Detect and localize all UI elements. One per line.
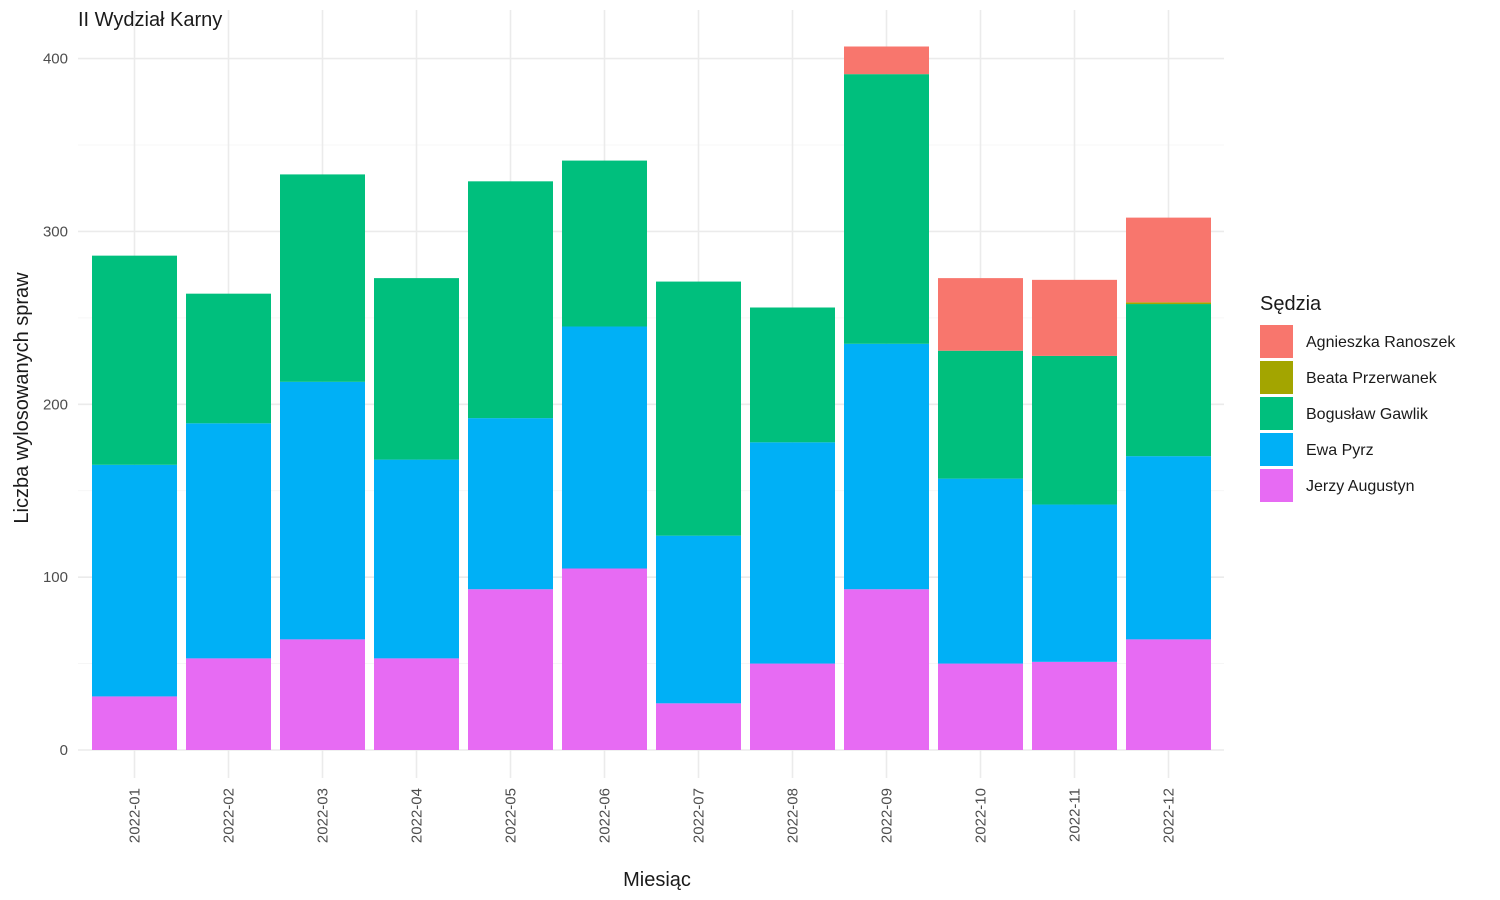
- bar-segment: [186, 658, 271, 750]
- bar-segment: [186, 293, 271, 424]
- bar-segment: [750, 663, 835, 750]
- x-tick-label: 2022-03: [315, 788, 332, 843]
- x-tick-label: 2022-07: [691, 788, 708, 843]
- bar-segment: [1032, 355, 1117, 505]
- bar-segment: [1126, 456, 1211, 640]
- bar-segment: [844, 74, 929, 344]
- bar-segment: [468, 181, 553, 419]
- bar-segment: [938, 278, 1023, 351]
- x-tick-label: 2022-06: [597, 788, 614, 843]
- bar-segment: [844, 589, 929, 750]
- legend-key: [1260, 361, 1293, 394]
- bar-segment: [562, 568, 647, 750]
- chart-title: II Wydział Karny: [78, 9, 222, 31]
- legend-key: [1260, 325, 1293, 358]
- bar-segment: [1126, 217, 1211, 303]
- bar-segment: [1032, 661, 1117, 750]
- y-tick-label: 0: [60, 742, 68, 759]
- legend-label: Jerzy Augustyn: [1306, 478, 1415, 495]
- bar-segment: [656, 535, 741, 704]
- bar-segment: [92, 464, 177, 697]
- bar-segment: [844, 46, 929, 75]
- bar-segment: [280, 381, 365, 640]
- legend-key: [1260, 469, 1293, 502]
- legend-key: [1260, 433, 1293, 466]
- x-tick-label: 2022-10: [973, 788, 990, 843]
- bar-segment: [280, 639, 365, 750]
- bar-segment: [92, 696, 177, 750]
- legend: Sędzia Agnieszka Ranoszek Beata Przerwane…: [1260, 293, 1456, 502]
- bar-segment: [656, 703, 741, 750]
- x-tick-label: 2022-04: [409, 788, 426, 843]
- x-tick-label: 2022-01: [127, 788, 144, 843]
- legend-label: Bogusław Gawlik: [1306, 406, 1429, 423]
- y-axis-title: Liczba wylosowanych spraw: [11, 272, 33, 524]
- y-axis-ticks: 0 100 200 300 400: [43, 51, 68, 759]
- legend-label: Ewa Pyrz: [1306, 442, 1374, 459]
- bar-segment: [938, 350, 1023, 479]
- legend-label: Agnieszka Ranoszek: [1306, 334, 1456, 351]
- bar-segment: [1126, 639, 1211, 750]
- bar-segment: [562, 326, 647, 569]
- x-tick-label: 2022-08: [785, 788, 802, 843]
- bar-segment: [468, 589, 553, 750]
- bar-segment: [938, 478, 1023, 664]
- bars: [92, 46, 1211, 750]
- x-axis-title: Miesiąc: [623, 869, 691, 891]
- bar-segment: [750, 442, 835, 664]
- bar-segment: [374, 658, 459, 750]
- y-tick-label: 100: [43, 569, 68, 586]
- bar-segment: [92, 255, 177, 465]
- x-tick-label: 2022-05: [503, 788, 520, 843]
- bar-segment: [186, 423, 271, 659]
- x-tick-label: 2022-11: [1067, 788, 1084, 842]
- bar-segment: [562, 160, 647, 327]
- bar-segment: [938, 663, 1023, 750]
- y-tick-label: 400: [43, 51, 68, 68]
- bar-segment: [1126, 302, 1211, 305]
- bar-segment: [844, 343, 929, 590]
- bar-segment: [280, 174, 365, 382]
- bar-segment: [374, 278, 459, 460]
- bar-segment: [468, 418, 553, 590]
- x-axis-ticks: 2022-01 2022-02 2022-03 2022-04 2022-05 2022-…: [127, 788, 1178, 843]
- y-tick-label: 200: [43, 396, 68, 413]
- legend-label: Beata Przerwanek: [1306, 370, 1438, 387]
- legend-title: Sędzia: [1260, 293, 1322, 315]
- legend-key: [1260, 397, 1293, 430]
- x-tick-label: 2022-02: [221, 788, 238, 843]
- bar-segment: [1032, 279, 1117, 356]
- bar-segment: [656, 281, 741, 536]
- x-tick-label: 2022-09: [879, 788, 896, 843]
- bar-segment: [374, 459, 459, 659]
- bar-segment: [750, 307, 835, 443]
- x-tick-label: 2022-12: [1161, 788, 1178, 843]
- bar-segment: [1126, 304, 1211, 457]
- y-tick-label: 300: [43, 223, 68, 240]
- bar-segment: [1032, 504, 1117, 662]
